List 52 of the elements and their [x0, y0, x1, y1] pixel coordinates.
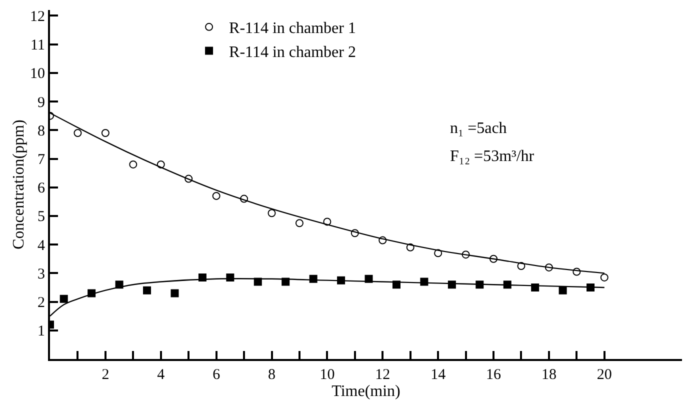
point: [143, 286, 152, 294]
x-tick-label: 14: [430, 367, 446, 383]
y-tick-label: 5: [38, 209, 45, 226]
y-tick-label: 6: [38, 180, 46, 197]
point: [462, 250, 470, 259]
x-tick-label: 10: [320, 367, 335, 383]
point: [350, 229, 359, 238]
point: [490, 254, 498, 263]
point: [406, 243, 414, 252]
point: [74, 129, 82, 138]
point: [600, 273, 608, 282]
point: [572, 268, 581, 276]
point: [517, 262, 526, 270]
x-tick-label: 8: [268, 367, 276, 383]
x-tick-label: 16: [486, 367, 502, 383]
x-tick-label: 12: [375, 367, 390, 383]
legend-label: R-114 in chamber 1: [229, 20, 356, 38]
point: [434, 249, 442, 258]
y-tick-label: 10: [30, 66, 45, 82]
point: [558, 286, 567, 294]
y-tick-label: 4: [38, 238, 46, 254]
x-tick-label: 20: [596, 367, 612, 383]
point: [156, 160, 165, 168]
point: [212, 192, 220, 200]
y-tick-label: 1: [38, 324, 45, 340]
point: [323, 218, 332, 226]
point: [101, 129, 110, 138]
x-tick-label: 18: [541, 367, 556, 383]
point: [295, 219, 304, 228]
y-axis-title: Concentration(ppm): [10, 120, 28, 250]
x-tick-label: 2: [102, 367, 110, 383]
point: [268, 209, 276, 218]
point: [184, 174, 193, 183]
y-tick-label: 12: [30, 8, 45, 25]
point: [240, 194, 248, 203]
y-tick-label: 2: [38, 295, 45, 312]
point: [378, 236, 387, 244]
point: [170, 289, 179, 298]
x-tick-label: 4: [157, 367, 166, 383]
y-tick-label: 9: [38, 94, 45, 111]
y-tick-label: 8: [38, 123, 45, 140]
legend-label: R-114 in chamber 2: [229, 44, 356, 61]
y-tick-label: 3: [38, 266, 45, 282]
point: [544, 263, 553, 272]
point: [60, 294, 68, 303]
y-tick-label: 11: [30, 38, 45, 54]
annotation: F₁₂ =53m³/hr: [450, 148, 535, 165]
point: [129, 160, 138, 168]
x-tick-label: 6: [212, 367, 221, 383]
x-axis-title: Time(min): [332, 383, 400, 400]
annotation: n₁ =5ach: [450, 120, 507, 137]
y-tick-label: 7: [38, 152, 46, 168]
